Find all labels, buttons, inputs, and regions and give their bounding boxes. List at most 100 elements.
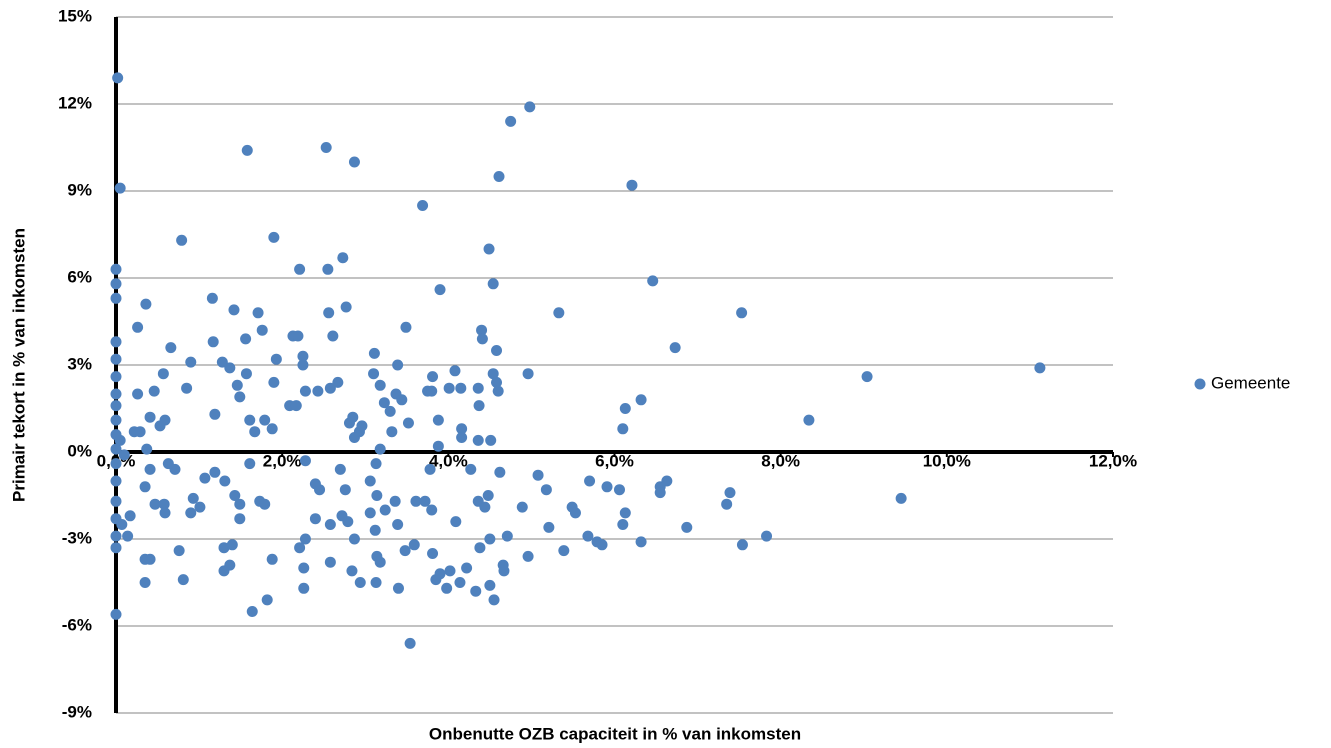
point (226, 539, 238, 551)
point (159, 507, 171, 519)
point (249, 426, 261, 438)
point (482, 490, 494, 501)
point (110, 458, 122, 470)
point (314, 484, 326, 496)
point (185, 507, 197, 519)
point (299, 385, 311, 397)
y-tick-label: 6% (67, 267, 92, 286)
point (505, 115, 517, 127)
point (601, 481, 613, 493)
point (427, 371, 439, 383)
x-tick-label: 8,0% (761, 451, 800, 470)
point (485, 434, 497, 446)
point (342, 516, 354, 528)
point (1034, 362, 1046, 374)
point (635, 536, 647, 548)
point (323, 307, 335, 319)
point (149, 498, 161, 510)
point (410, 495, 422, 507)
point (396, 394, 408, 406)
point (228, 304, 240, 316)
point (312, 385, 324, 397)
point (470, 585, 482, 597)
point (339, 484, 351, 496)
point (118, 449, 130, 461)
point (617, 423, 629, 435)
point (626, 179, 638, 191)
point (134, 426, 146, 438)
point (619, 507, 631, 519)
point (297, 359, 309, 371)
point (110, 608, 122, 620)
point (647, 275, 659, 287)
point (596, 539, 608, 551)
point (400, 321, 412, 333)
point (177, 574, 189, 586)
point (461, 562, 473, 574)
y-tick-label: -3% (62, 528, 92, 547)
y-tick-label: 12% (58, 93, 92, 112)
point (224, 559, 236, 571)
point (524, 101, 536, 113)
point (173, 545, 185, 557)
point (259, 414, 271, 426)
point (148, 385, 160, 397)
point (484, 579, 496, 591)
point (454, 577, 466, 588)
point (402, 417, 414, 429)
point (292, 330, 304, 342)
point (558, 545, 570, 557)
point (240, 333, 252, 345)
point (494, 466, 506, 478)
point (761, 530, 773, 542)
y-tick-label: 0% (67, 441, 92, 460)
y-axis-title: Primair tekort in % van inkomsten (9, 228, 28, 502)
point (181, 382, 193, 394)
point (456, 432, 468, 443)
point (417, 200, 429, 211)
point (268, 376, 280, 388)
point (207, 336, 219, 348)
point (299, 455, 311, 467)
point (309, 513, 321, 525)
point (270, 353, 282, 365)
point (399, 545, 411, 557)
point (114, 182, 126, 194)
point (483, 243, 495, 255)
point (110, 400, 122, 412)
point (241, 144, 253, 156)
point (234, 513, 246, 525)
point (736, 539, 748, 551)
point (132, 388, 144, 400)
point (185, 356, 197, 368)
point (516, 501, 528, 513)
point (199, 472, 211, 484)
point (354, 577, 366, 588)
point (187, 492, 199, 504)
point (434, 568, 446, 580)
point (110, 292, 122, 304)
point (661, 475, 673, 487)
point (370, 458, 382, 470)
point (158, 498, 170, 510)
point (110, 336, 122, 348)
point (110, 475, 122, 487)
point (337, 252, 349, 264)
point (392, 359, 404, 371)
point (356, 420, 368, 432)
point (246, 606, 258, 617)
point (803, 414, 815, 426)
point (327, 330, 339, 342)
point (389, 495, 401, 507)
point (157, 368, 169, 380)
point (543, 521, 555, 533)
point (392, 519, 404, 530)
x-tick-label: 6,0% (595, 451, 634, 470)
point (487, 368, 499, 380)
point (456, 423, 468, 435)
point (432, 440, 444, 452)
point (426, 504, 438, 516)
point (324, 556, 336, 568)
point (404, 637, 416, 649)
